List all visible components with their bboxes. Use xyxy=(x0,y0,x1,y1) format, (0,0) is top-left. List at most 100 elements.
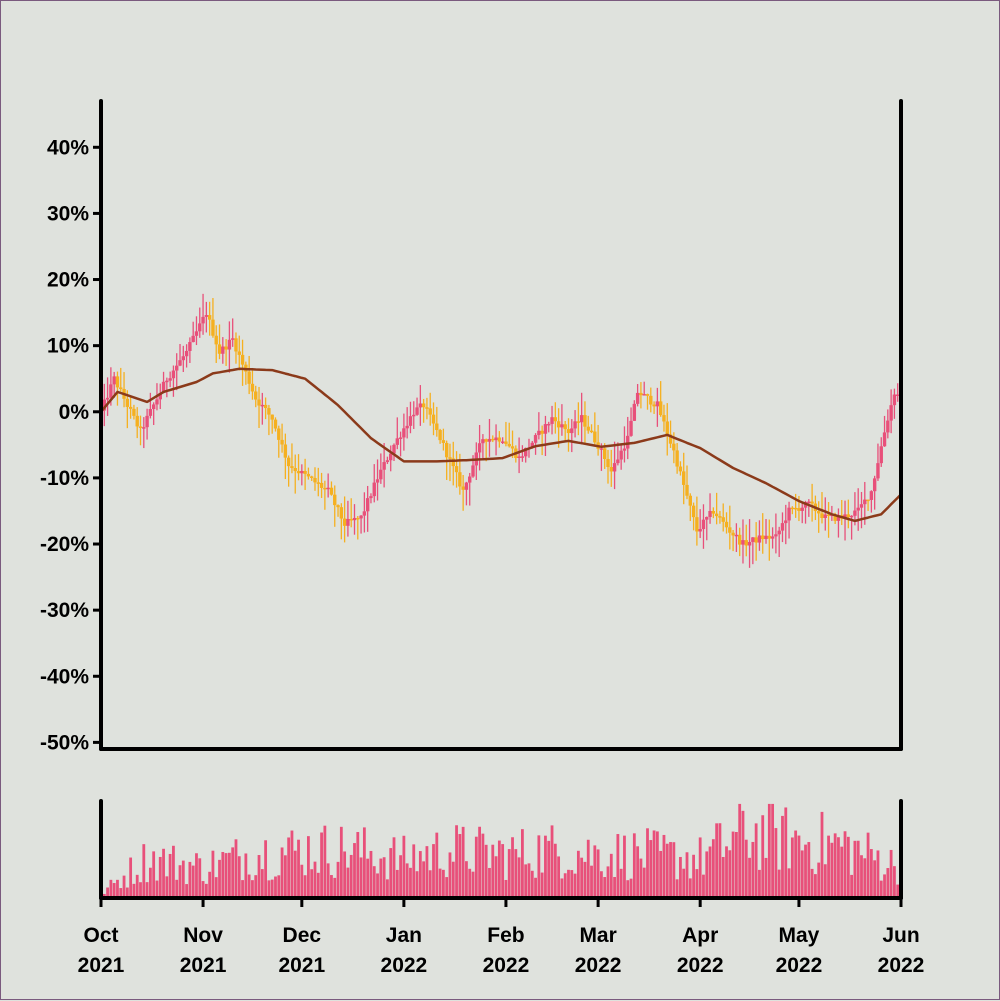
moving-average-line xyxy=(99,367,903,523)
candle-body xyxy=(708,510,712,517)
volume-bar xyxy=(873,860,877,898)
volume-bar xyxy=(310,869,314,898)
volume-bar xyxy=(879,880,883,898)
candle-body xyxy=(533,435,538,443)
volume-bar xyxy=(441,869,445,898)
volume-bar xyxy=(761,815,765,898)
candle-body xyxy=(178,360,182,366)
volume-bar xyxy=(323,825,327,898)
candle-body xyxy=(856,507,860,511)
volume-bar xyxy=(590,865,593,898)
candle-body xyxy=(744,540,748,546)
volume-bar xyxy=(412,844,416,898)
volume-bar xyxy=(300,864,304,898)
candle-body xyxy=(395,438,399,445)
volume-bar xyxy=(432,844,435,898)
candle-body xyxy=(372,482,376,497)
volume-bar xyxy=(820,811,824,898)
candle-body xyxy=(556,421,561,428)
volume-bar xyxy=(316,872,320,898)
volume-bar xyxy=(869,849,873,898)
candle-body xyxy=(649,395,653,405)
candle-body xyxy=(530,442,534,448)
candle-body xyxy=(369,496,373,499)
candle-body xyxy=(682,471,686,485)
candle-body xyxy=(102,399,106,411)
volume-bar xyxy=(448,852,452,898)
volume-bar xyxy=(290,830,294,898)
candle-body xyxy=(774,534,778,537)
volume-bar xyxy=(148,867,152,898)
candle-body xyxy=(270,414,274,420)
candle-body xyxy=(155,399,159,405)
candle-body xyxy=(352,517,357,521)
volume-bar xyxy=(369,850,373,898)
volume-axes-frame xyxy=(99,799,903,900)
candle-body xyxy=(484,439,488,442)
candle-body xyxy=(491,438,495,441)
candle-body xyxy=(128,406,133,409)
volume-bar xyxy=(665,843,669,898)
volume-bar xyxy=(537,835,541,898)
candle-body xyxy=(230,338,235,340)
volume-bar xyxy=(827,835,830,898)
volume-bar xyxy=(603,877,607,898)
volume-bar xyxy=(688,878,692,898)
candle-body xyxy=(658,401,663,416)
volume-bar xyxy=(343,851,347,898)
candle-body xyxy=(451,458,455,467)
volume-bar xyxy=(547,840,551,898)
x-tick-year: 2021 xyxy=(78,954,125,977)
volume-bar xyxy=(679,856,682,898)
candle-body xyxy=(863,499,867,505)
volume-bar xyxy=(461,826,465,898)
candle-body xyxy=(599,448,604,450)
candle-body xyxy=(770,536,775,539)
volume-bar xyxy=(106,887,109,898)
volume-bar xyxy=(471,871,475,898)
candle-body xyxy=(622,448,627,451)
volume-bar xyxy=(725,846,728,898)
volume-bar xyxy=(484,844,488,898)
candle-body xyxy=(662,415,666,422)
volume-bar xyxy=(843,831,847,898)
volume-bar xyxy=(797,835,801,898)
candle-body xyxy=(280,439,284,445)
candle-body xyxy=(425,407,429,409)
volume-bar xyxy=(234,839,238,898)
candle-body xyxy=(826,514,831,517)
candle-body xyxy=(777,530,781,535)
volume-bar xyxy=(863,858,867,898)
candle-body xyxy=(415,407,419,415)
volume-bar xyxy=(669,842,672,898)
x-tick-month: Jun xyxy=(882,924,919,947)
volume-bar xyxy=(227,852,231,898)
candle-body xyxy=(761,535,765,540)
volume-bar xyxy=(721,856,725,898)
x-tick-month: Apr xyxy=(682,924,718,947)
volume-bar xyxy=(175,879,179,898)
candle-body xyxy=(283,444,288,458)
volume-bar xyxy=(682,868,686,898)
volume-bar xyxy=(586,839,590,898)
candle-body xyxy=(547,423,551,426)
volume-bar xyxy=(655,831,659,898)
candle-body xyxy=(161,381,166,393)
candle-body xyxy=(553,417,558,422)
candle-body xyxy=(119,387,123,389)
volume-bar xyxy=(646,828,649,898)
volume-bar xyxy=(435,832,439,898)
volume-bar xyxy=(856,840,860,898)
candle-body xyxy=(853,510,857,516)
volume-bar xyxy=(613,876,616,898)
candle-body xyxy=(487,438,492,442)
volume-bar xyxy=(705,851,709,898)
volume-bar xyxy=(359,857,363,898)
candle-body xyxy=(896,394,900,396)
candle-body xyxy=(675,450,679,467)
x-tick-year: 2022 xyxy=(878,954,925,977)
candle-body xyxy=(866,499,870,502)
volume-bar xyxy=(593,845,597,898)
candle-body xyxy=(589,430,594,433)
candle-body xyxy=(741,540,745,545)
